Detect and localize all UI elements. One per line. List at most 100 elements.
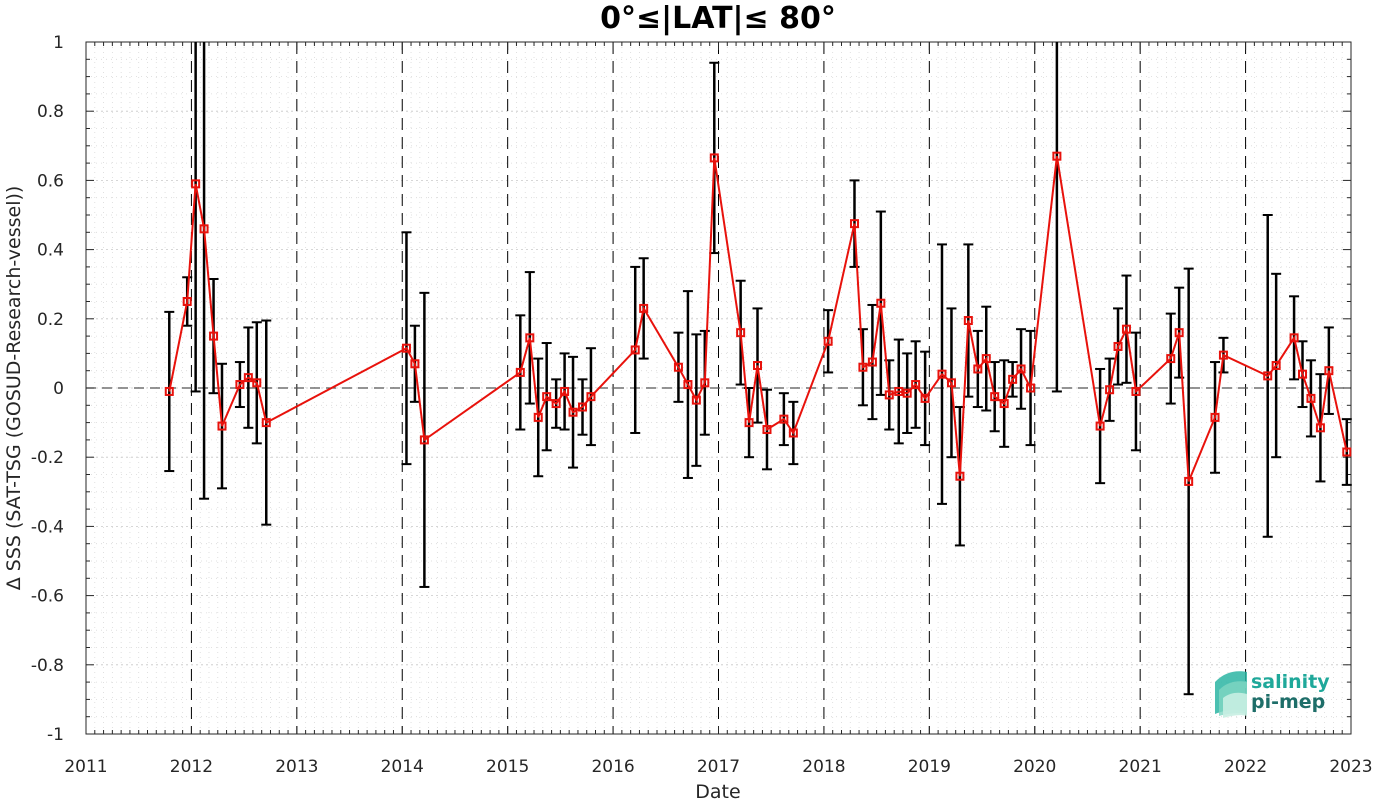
data-point-marker xyxy=(963,316,973,326)
logo-text-salinity: salinity xyxy=(1251,671,1330,693)
x-tick-label: 2011 xyxy=(64,757,107,777)
data-point-marker xyxy=(639,303,649,313)
data-point-marker xyxy=(753,361,763,371)
data-point-marker xyxy=(182,297,192,306)
data-point-marker xyxy=(1342,447,1352,457)
data-point-marker xyxy=(744,418,754,428)
data-point-marker xyxy=(410,359,420,369)
data-point-marker xyxy=(709,153,719,163)
y-tick-labels: -1 -0.8 -0.6 -0.4 -0.2 0 0.2 0.4 0.6 0.8 1 xyxy=(31,33,64,745)
data-point-marker xyxy=(1026,383,1036,393)
data-point-marker xyxy=(894,386,904,396)
data-point-marker xyxy=(673,362,683,372)
data-point-marker xyxy=(1016,364,1026,374)
y-tick-label: -0.6 xyxy=(31,587,64,607)
data-point-marker xyxy=(1008,374,1018,384)
y-tick-label: 0.2 xyxy=(37,310,64,330)
logo-text-pi-mep: pi-mep xyxy=(1251,691,1325,713)
logo-icon xyxy=(1215,671,1247,718)
data-point-marker xyxy=(243,373,253,383)
x-tick-label: 2023 xyxy=(1329,757,1372,777)
data-point-marker xyxy=(542,392,552,402)
y-tick-label: 0.6 xyxy=(37,171,64,191)
data-point-marker xyxy=(586,392,596,402)
data-point-marker xyxy=(884,390,894,400)
y-tick-label: -1 xyxy=(47,725,64,745)
data-point-marker xyxy=(920,393,930,403)
data-point-marker xyxy=(1210,412,1220,422)
data-point-marker xyxy=(1105,385,1115,395)
y-tick-label: 1 xyxy=(53,33,64,53)
x-tick-label: 2022 xyxy=(1224,757,1267,777)
data-point-marker xyxy=(700,378,710,388)
data-point-marker xyxy=(1174,328,1184,338)
x-tick-label: 2012 xyxy=(170,757,213,777)
x-tick-label: 2018 xyxy=(802,757,845,777)
y-tick-label: -0.4 xyxy=(31,517,64,537)
x-tick-label: 2021 xyxy=(1119,757,1162,777)
y-axis-label: Δ SSS (SAT-TSG (GOSUD-Research-vessel)) xyxy=(3,186,25,591)
data-point-marker xyxy=(946,378,956,388)
axis-ticks xyxy=(85,41,1352,735)
data-point-marker xyxy=(1263,371,1273,381)
data-point-marker xyxy=(823,336,833,346)
data-point-marker xyxy=(937,369,947,379)
data-point-marker xyxy=(736,328,746,338)
x-tick-label: 2019 xyxy=(908,757,951,777)
data-point-marker xyxy=(1131,386,1141,396)
data-point-marker xyxy=(191,179,201,189)
data-point-marker xyxy=(911,380,921,390)
x-tick-label: 2020 xyxy=(1013,757,1056,777)
y-tick-label: -0.2 xyxy=(31,448,64,468)
data-point-marker xyxy=(762,425,772,435)
series-line xyxy=(168,156,1348,482)
data-point-marker xyxy=(525,333,535,343)
data-point-marker xyxy=(876,298,886,308)
data-point-marker xyxy=(1218,350,1228,360)
data-point-marker xyxy=(217,421,227,431)
data-point-marker xyxy=(1315,423,1325,433)
series-markers xyxy=(164,151,1352,486)
data-point-marker xyxy=(1166,354,1176,364)
x-axis-label: Date xyxy=(695,781,740,801)
y-tick-label: 0.8 xyxy=(37,102,64,122)
data-point-marker xyxy=(867,357,877,367)
x-tick-label: 2015 xyxy=(486,757,529,777)
x-tick-labels: 2011 2012 2013 2014 2015 2016 2017 2018 2019 2020… xyxy=(64,757,1372,777)
data-point-marker xyxy=(533,412,543,422)
data-point-marker xyxy=(209,331,219,341)
x-tick-label: 2013 xyxy=(275,757,318,777)
data-point-marker xyxy=(691,395,701,405)
data-point-marker xyxy=(779,414,789,424)
x-tick-label: 2014 xyxy=(381,757,424,777)
data-point-marker xyxy=(973,364,983,374)
data-point-marker xyxy=(578,402,588,412)
data-point-marker xyxy=(551,399,561,409)
data-point-marker xyxy=(401,343,411,353)
data-point-marker xyxy=(1271,361,1281,371)
data-point-marker xyxy=(999,399,1009,409)
data-point-marker xyxy=(630,345,640,355)
data-point-marker xyxy=(560,386,570,396)
data-point-marker xyxy=(955,471,965,481)
data-point-marker xyxy=(849,219,859,229)
data-point-marker xyxy=(981,354,991,364)
data-point-marker xyxy=(1113,341,1123,351)
data-point-marker xyxy=(235,380,245,390)
data-point-marker xyxy=(419,435,429,445)
data-point-marker xyxy=(858,362,868,372)
data-point-marker xyxy=(568,407,578,417)
data-point-marker xyxy=(261,418,271,428)
data-point-marker xyxy=(1324,366,1334,376)
data-point-marker xyxy=(788,428,798,438)
y-tick-label: 0 xyxy=(53,379,64,399)
data-point-marker xyxy=(683,380,693,390)
data-point-marker xyxy=(1095,421,1105,431)
data-point-marker xyxy=(1121,324,1131,334)
data-point-marker xyxy=(1306,393,1316,403)
data-point-marker xyxy=(199,224,209,234)
data-point-marker xyxy=(902,388,912,398)
data-point-marker xyxy=(1298,369,1308,379)
y-tick-label: 0.4 xyxy=(37,241,64,261)
